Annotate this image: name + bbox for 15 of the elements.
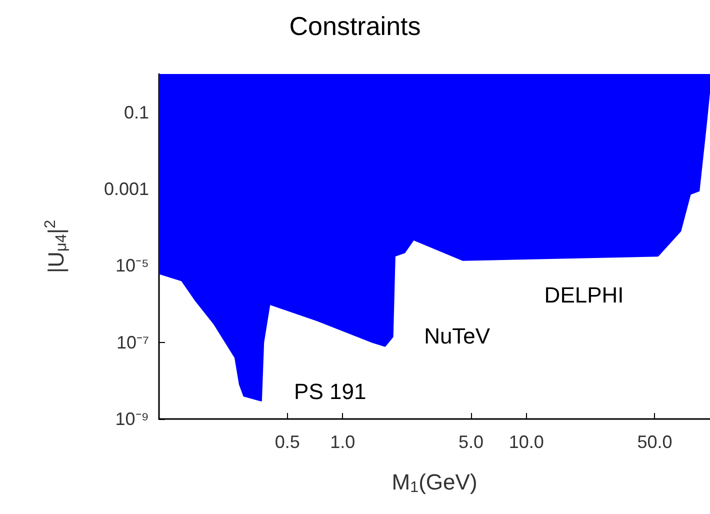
x-tick-label: 5.0: [458, 432, 484, 452]
y-tick-label: 10⁻⁵: [116, 256, 149, 276]
x-tick-label: 1.0: [330, 432, 356, 452]
y-axis-title: |Uμ4|2: [42, 220, 70, 274]
annotation: NuTeV: [424, 324, 490, 349]
chart-title: Constraints: [289, 11, 421, 41]
y-tick-label: 10⁻⁷: [116, 332, 149, 352]
x-tick-label: 10.0: [508, 432, 544, 452]
annotation: PS 191: [294, 378, 366, 404]
annotation: DELPHI: [544, 282, 624, 308]
y-tick-label: 0.001: [104, 179, 149, 199]
y-tick-label: 0.1: [124, 102, 149, 122]
x-tick-label: 0.5: [274, 432, 300, 452]
y-tick-label: 10⁻⁹: [115, 409, 149, 429]
x-tick-label: 50.0: [637, 432, 672, 452]
